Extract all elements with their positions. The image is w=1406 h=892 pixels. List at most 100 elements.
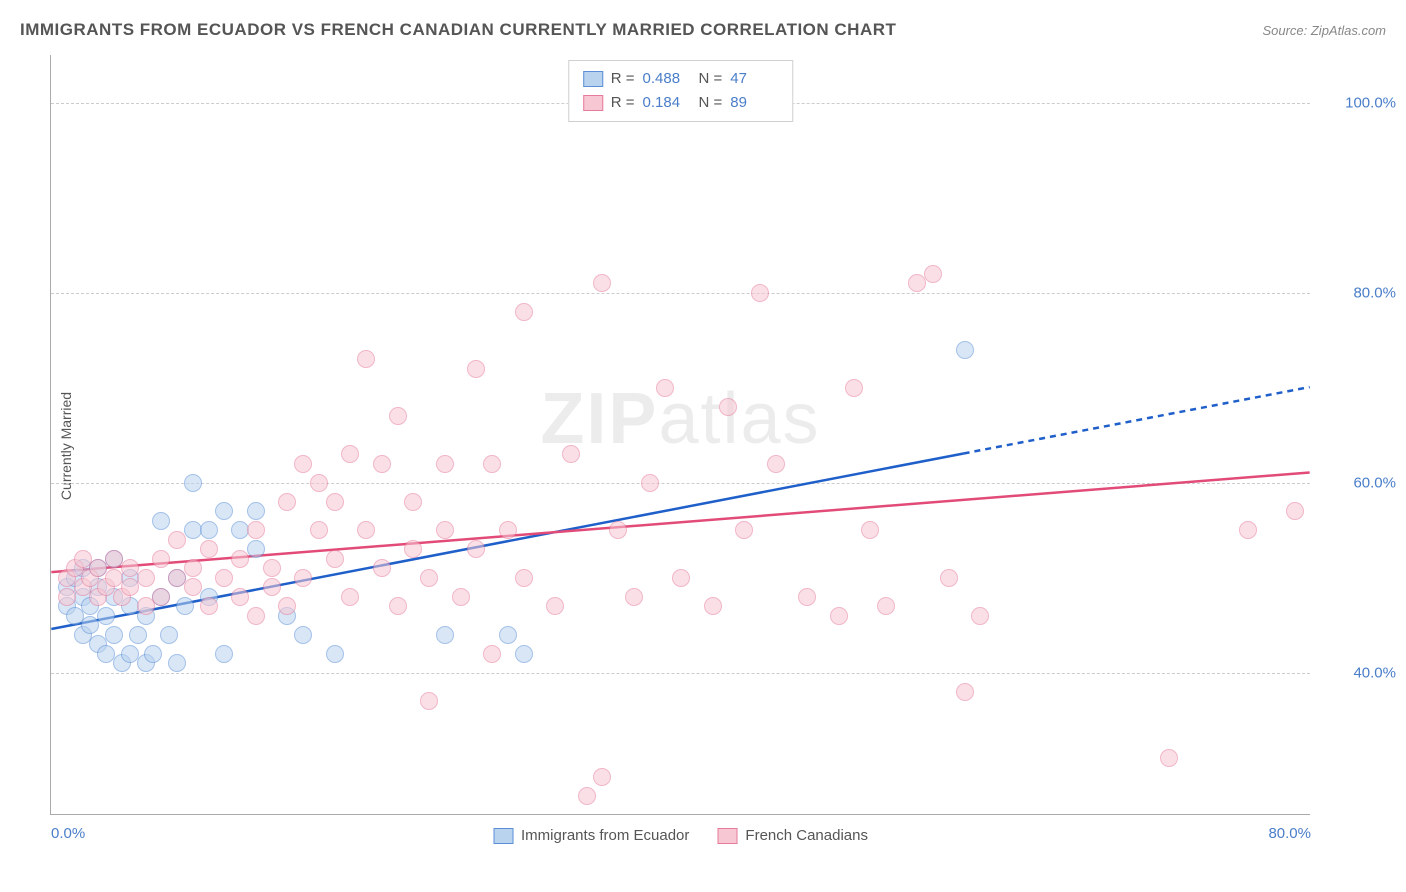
data-point <box>129 626 147 644</box>
data-point <box>452 588 470 606</box>
data-point <box>499 521 517 539</box>
legend-row: R = 0.488 N = 47 <box>583 67 779 91</box>
data-point <box>830 607 848 625</box>
data-point <box>467 360 485 378</box>
data-point <box>97 607 115 625</box>
data-point <box>152 512 170 530</box>
chart-title: IMMIGRANTS FROM ECUADOR VS FRENCH CANADI… <box>20 20 896 40</box>
data-point <box>278 597 296 615</box>
legend-swatch <box>717 828 737 844</box>
n-label: N = <box>699 67 723 91</box>
data-point <box>373 559 391 577</box>
gridline <box>51 673 1310 674</box>
data-point <box>719 398 737 416</box>
source-attribution: Source: ZipAtlas.com <box>1262 23 1386 38</box>
data-point <box>168 654 186 672</box>
data-point <box>341 445 359 463</box>
data-point <box>200 540 218 558</box>
x-tick-label: 80.0% <box>1268 825 1311 842</box>
data-point <box>515 645 533 663</box>
data-point <box>278 493 296 511</box>
watermark: ZIPatlas <box>540 378 820 460</box>
plot-area: ZIPatlas 40.0%60.0%80.0%100.0% 0.0%80.0%… <box>50 55 1310 815</box>
data-point <box>326 493 344 511</box>
data-point <box>215 645 233 663</box>
data-point <box>656 379 674 397</box>
data-point <box>152 550 170 568</box>
data-point <box>515 569 533 587</box>
r-label: R = <box>611 91 635 115</box>
data-point <box>971 607 989 625</box>
data-point <box>121 578 139 596</box>
data-point <box>105 626 123 644</box>
r-label: R = <box>611 67 635 91</box>
data-point <box>263 578 281 596</box>
data-point <box>1286 502 1304 520</box>
data-point <box>326 645 344 663</box>
legend-label: Immigrants from Ecuador <box>521 827 689 844</box>
data-point <box>263 559 281 577</box>
data-point <box>877 597 895 615</box>
n-value: 47 <box>730 67 778 91</box>
data-point <box>735 521 753 539</box>
y-tick-label: 60.0% <box>1316 474 1396 491</box>
data-point <box>593 768 611 786</box>
data-point <box>176 597 194 615</box>
data-point <box>310 521 328 539</box>
data-point <box>294 455 312 473</box>
data-point <box>215 569 233 587</box>
data-point <box>483 645 501 663</box>
data-point <box>231 550 249 568</box>
data-point <box>326 550 344 568</box>
data-point <box>1160 749 1178 767</box>
gridline <box>51 483 1310 484</box>
data-point <box>294 569 312 587</box>
data-point <box>184 578 202 596</box>
data-point <box>389 407 407 425</box>
data-point <box>499 626 517 644</box>
data-point <box>672 569 690 587</box>
data-point <box>215 502 233 520</box>
data-point <box>704 597 722 615</box>
data-point <box>200 521 218 539</box>
data-point <box>562 445 580 463</box>
r-value: 0.184 <box>643 91 691 115</box>
data-point <box>294 626 312 644</box>
data-point <box>247 502 265 520</box>
x-tick-label: 0.0% <box>51 825 85 842</box>
data-point <box>404 540 422 558</box>
data-point <box>420 692 438 710</box>
legend-swatch <box>583 71 603 87</box>
series-legend: Immigrants from Ecuador French Canadians <box>493 827 868 844</box>
data-point <box>247 607 265 625</box>
legend-item: Immigrants from Ecuador <box>493 827 689 844</box>
data-point <box>357 521 375 539</box>
data-point <box>515 303 533 321</box>
data-point <box>641 474 659 492</box>
data-point <box>767 455 785 473</box>
n-value: 89 <box>730 91 778 115</box>
data-point <box>168 531 186 549</box>
data-point <box>357 350 375 368</box>
data-point <box>546 597 564 615</box>
data-point <box>200 597 218 615</box>
gridline <box>51 293 1310 294</box>
legend-item: French Canadians <box>717 827 868 844</box>
data-point <box>341 588 359 606</box>
data-point <box>1239 521 1257 539</box>
legend-row: R = 0.184 N = 89 <box>583 91 779 115</box>
data-point <box>310 474 328 492</box>
data-point <box>389 597 407 615</box>
r-value: 0.488 <box>643 67 691 91</box>
y-tick-label: 40.0% <box>1316 664 1396 681</box>
data-point <box>924 265 942 283</box>
data-point <box>940 569 958 587</box>
data-point <box>798 588 816 606</box>
n-label: N = <box>699 91 723 115</box>
data-point <box>467 540 485 558</box>
data-point <box>231 588 249 606</box>
legend-label: French Canadians <box>745 827 868 844</box>
y-tick-label: 100.0% <box>1316 94 1396 111</box>
data-point <box>956 341 974 359</box>
data-point <box>152 588 170 606</box>
